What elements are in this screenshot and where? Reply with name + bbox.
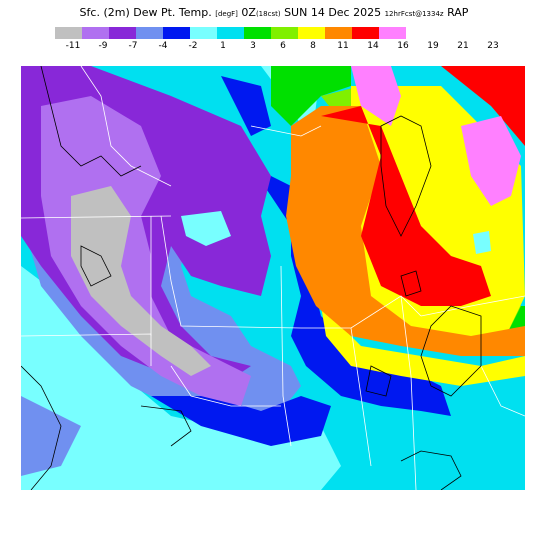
field-gray	[71, 186, 211, 376]
legend-tick: 3	[250, 41, 256, 51]
title-date: SUN 14 Dec 2025	[284, 6, 382, 19]
legend-swatch-11	[352, 27, 379, 39]
title-valid-time: 0Z	[241, 6, 256, 19]
contour-lines	[21, 66, 482, 490]
legend-tick: 16	[397, 41, 409, 51]
legend-tick: 8	[310, 41, 316, 51]
dew-point-map	[21, 66, 525, 490]
legend-swatch-12	[379, 27, 406, 39]
map-title: Sfc. (2m) Dew Pt. Temp. [degF] 0Z(18cst)…	[0, 6, 548, 19]
field-pink	[351, 66, 521, 206]
legend-tick: 1	[220, 41, 226, 51]
legend-swatch-7	[244, 27, 271, 39]
title-forecast: 12hrFcst@1334z	[384, 10, 444, 18]
field-light-cyan	[21, 66, 341, 490]
field-spot	[181, 211, 491, 254]
title-valid-local: (18cst)	[255, 10, 281, 18]
legend-swatch-3	[136, 27, 163, 39]
legend-swatch-9	[298, 27, 325, 39]
legend-tick: 21	[457, 41, 469, 51]
legend-swatch-10	[325, 27, 352, 39]
legend-tick: -9	[98, 41, 108, 51]
field-red	[321, 66, 525, 306]
legend-swatch-4	[163, 27, 190, 39]
title-units: [degF]	[215, 10, 238, 18]
legend-tick: -11	[65, 41, 81, 51]
legend-swatch-8	[271, 27, 298, 39]
title-model: RAP	[447, 6, 469, 19]
field-violet	[41, 96, 251, 406]
legend-tick: 11	[337, 41, 349, 51]
state-boundaries	[21, 66, 525, 490]
legend-swatch-0	[55, 27, 82, 39]
legend-tick: 6	[280, 41, 286, 51]
title-main: Sfc. (2m) Dew Pt. Temp.	[79, 6, 212, 19]
legend-tick: 23	[487, 41, 499, 51]
legend-tick: 19	[427, 41, 439, 51]
legend-tick: 14	[367, 41, 379, 51]
field-orange	[286, 106, 525, 356]
legend-tick: -7	[128, 41, 138, 51]
legend-swatch-1	[82, 27, 109, 39]
legend-swatch-6	[217, 27, 244, 39]
legend-swatch-2	[109, 27, 136, 39]
legend-swatch-5	[190, 27, 217, 39]
color-legend-ticks: -11 -9 -7 -4 -2 1 3 6 8 11 14 16 19 21 23	[55, 41, 499, 53]
legend-tick: -4	[158, 41, 168, 51]
legend-tick: -2	[188, 41, 198, 51]
color-legend	[55, 27, 406, 39]
